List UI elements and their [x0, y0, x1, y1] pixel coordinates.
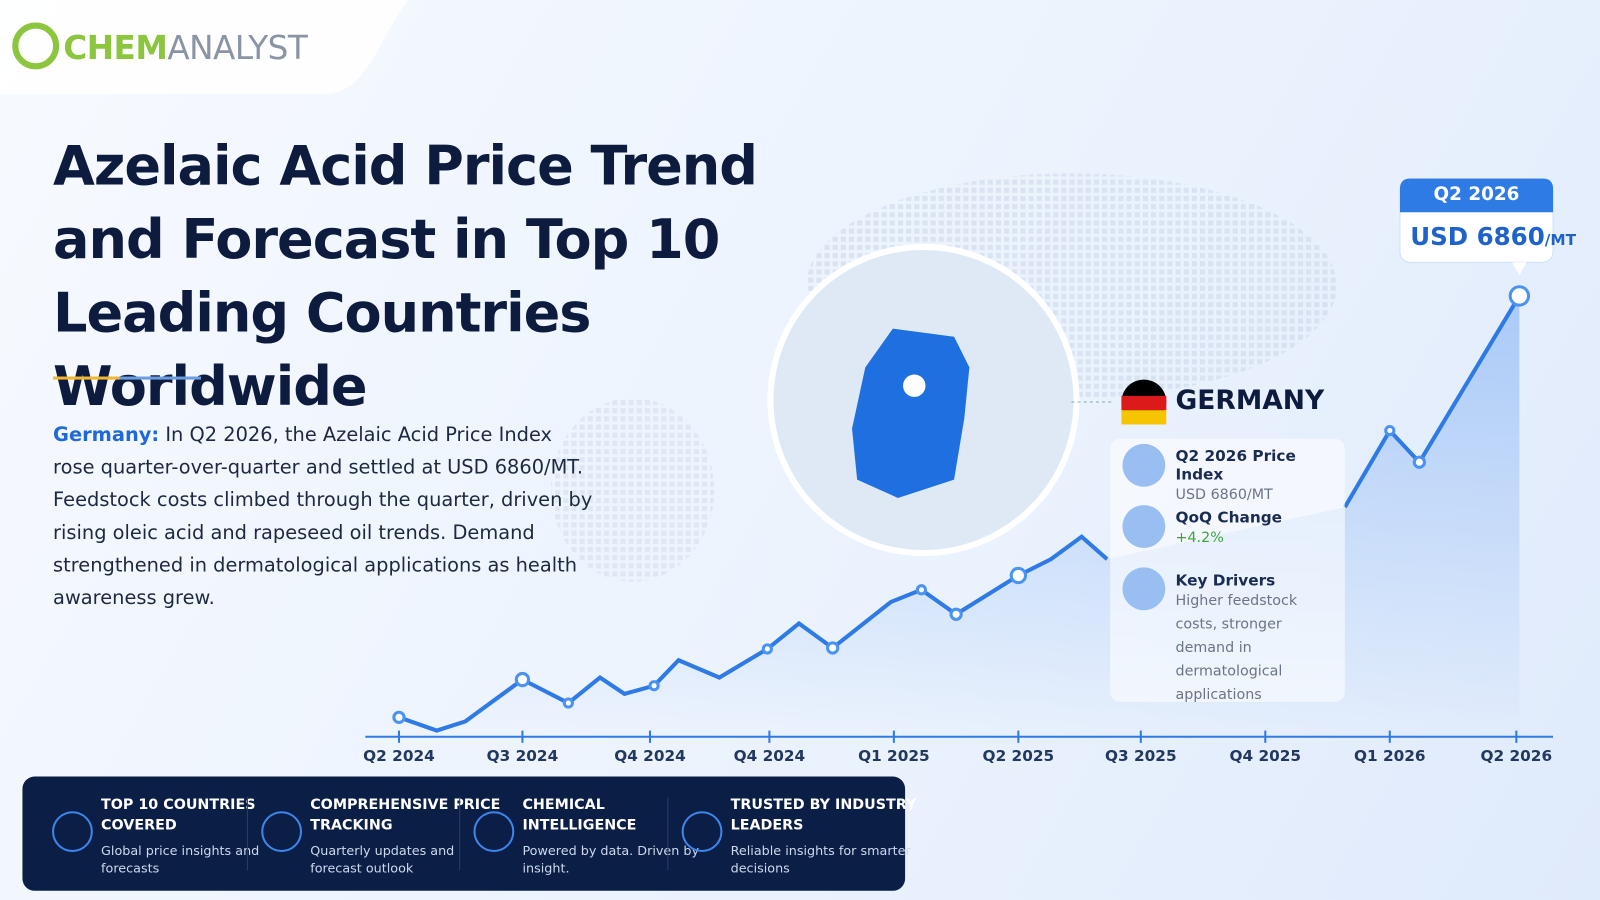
title: Azelaic Acid Price Trend and Forecast in… [53, 135, 758, 419]
country-name: GERMANY [1175, 385, 1325, 417]
stat: Key Drivers Higher feedstock costs, stron… [1176, 571, 1339, 707]
timeline-tick [521, 730, 524, 743]
timeline-label: Q2 2026 [1480, 746, 1553, 766]
feature-icon [52, 811, 93, 853]
summary: Germany: In Q2 2026, the Azelaic Acid Pr… [53, 418, 594, 614]
logo-text: ANALYST [167, 28, 308, 68]
timeline-label: Q1 2025 [858, 746, 930, 766]
feature-text: Powered by data. Driven by insight. [522, 842, 700, 876]
timeline-label: Q3 2024 [486, 746, 559, 766]
timeline-tick [397, 730, 400, 743]
stat: Q2 2026 Price Index USD 6860/MT [1176, 447, 1339, 507]
stat-label: QoQ Change [1175, 508, 1283, 527]
stat-value: +4.2% [1175, 529, 1224, 546]
feature-text: Global price insights and forecasts [101, 842, 260, 876]
separator [459, 796, 461, 871]
timeline-tick [1515, 730, 1518, 743]
feature-bar: TOP 10 COUNTRIES COVERED Global price ins… [22, 776, 916, 891]
stats-panel [1110, 438, 1345, 703]
unit: /MT [1544, 230, 1577, 249]
timeline-label: Q4 2025 [1229, 746, 1302, 766]
feature-text: Reliable insights for smarter decisions [730, 842, 911, 876]
feature: COMPREHENSIVE PRICE TRACKING Quarterly up… [310, 795, 504, 877]
feature-title: TRUSTED BY INDUSTRY LEADERS [730, 796, 917, 834]
feature-title: CHEMICAL INTELLIGENCE [522, 796, 637, 834]
separator [246, 796, 248, 871]
feature-icon [681, 811, 723, 853]
timeline-label: Q2 2025 [982, 746, 1055, 766]
logo-band [0, 0, 409, 94]
timeline-tick [1139, 730, 1142, 743]
trend-points [392, 285, 1531, 724]
timeline-tick [648, 730, 652, 743]
trend-line [398, 294, 1522, 733]
logo: CHEMANALYST [63, 28, 308, 68]
price: USD 6860 [1410, 222, 1545, 252]
separator [667, 796, 669, 871]
timeline-tick [1017, 730, 1020, 743]
summary-lead: Germany: [53, 423, 160, 446]
timeline-tick [768, 730, 771, 743]
feature-icon [261, 811, 303, 853]
logo-icon [12, 22, 60, 70]
feature: CHEMICAL INTELLIGENCE Powered by data. Dr… [522, 795, 716, 877]
stat: QoQ Change +4.2% [1176, 508, 1339, 550]
feature: TRUSTED BY INDUSTRY LEADERS Reliable insi… [731, 795, 925, 877]
timeline-label: Q3 2025 [1105, 746, 1177, 766]
feature-text: Quarterly updates and forecast outlook [310, 842, 455, 876]
map-pin [903, 374, 926, 397]
logo-text: CHEM [63, 28, 168, 68]
world-map [551, 397, 715, 582]
timeline-tick [1388, 730, 1391, 743]
stat-value: USD 6860/MT [1175, 486, 1273, 504]
stat-label: Q2 2026 Price Index [1175, 446, 1296, 484]
feature-title: COMPREHENSIVE PRICE TRACKING [310, 796, 501, 834]
timeline-label: Q2 2024 [363, 746, 435, 766]
timeline-label: Q1 2026 [1353, 746, 1426, 766]
stat-value: Higher feedstock costs, stronger demand … [1175, 592, 1298, 704]
timeline-label: Q4 2024 [733, 746, 806, 766]
divider [53, 376, 202, 380]
timeline-tick [892, 730, 895, 743]
feature-icon [473, 811, 515, 853]
summary-text: In Q2 2026, the Azelaic Acid Price Index… [53, 423, 593, 610]
callout-price: USD 6860/MT [1410, 222, 1576, 251]
feature-title: TOP 10 COUNTRIES COVERED [101, 796, 256, 834]
timeline-label: Q4 2024 [614, 746, 686, 766]
callout-period: Q2 2026 [1433, 183, 1520, 206]
timeline-tick [1264, 730, 1267, 743]
stat-label: Key Drivers [1175, 571, 1276, 590]
feature: TOP 10 COUNTRIES COVERED Global price ins… [101, 795, 295, 877]
germany-map [852, 328, 970, 498]
